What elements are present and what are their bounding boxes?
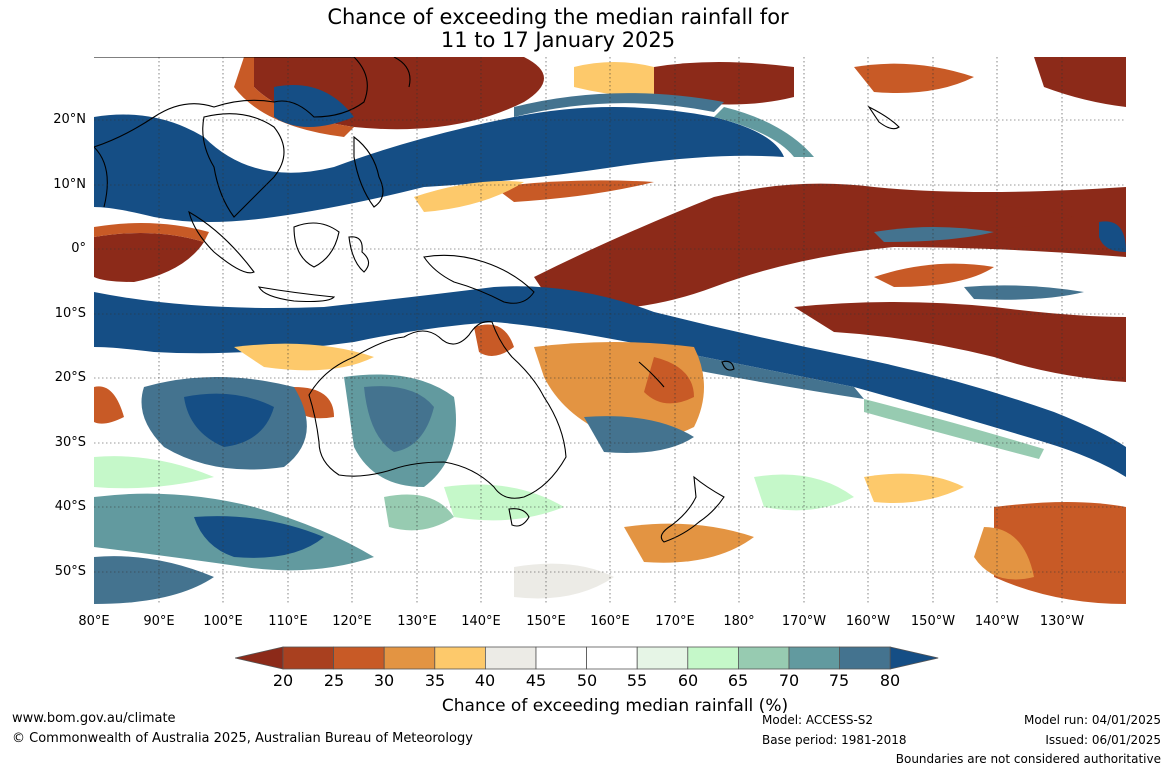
footer-model-run: Model run: 04/01/2025 xyxy=(1023,713,1161,727)
footer-base-period: Base period: 1981-2018 xyxy=(762,733,907,747)
lat-label-20n: 20°N xyxy=(53,112,86,127)
tasmania-outline xyxy=(508,508,530,527)
footer-copyright: © Commonwealth of Australia 2025, Austra… xyxy=(12,731,473,746)
wet-band-north xyxy=(94,107,784,222)
rainfall-map xyxy=(94,57,1126,604)
colorbar-cell xyxy=(788,646,840,670)
borneo-outline xyxy=(293,222,340,268)
new-zealand-outline xyxy=(660,475,725,543)
colorbar-cell xyxy=(737,646,790,670)
colorbar-tick-25: 25 xyxy=(323,671,345,690)
colorbar-cell xyxy=(839,646,891,670)
new-guinea-outline xyxy=(423,254,535,304)
colorbar-cell xyxy=(333,646,385,670)
asia-coast-outline xyxy=(94,57,368,148)
colorbar-tick-65: 65 xyxy=(727,671,749,690)
colorbar-tick-45: 45 xyxy=(525,671,547,690)
lon-label-90e: 90°E xyxy=(143,614,175,629)
hawaii-outline xyxy=(867,105,900,130)
lon-label-100e: 100°E xyxy=(203,614,243,629)
colorbar-cell xyxy=(535,646,587,670)
colorbar-cell xyxy=(282,646,334,670)
colorbar-label: Chance of exceeding median rainfall (%) xyxy=(441,696,789,716)
lon-label-180: 180° xyxy=(723,614,755,629)
colorbar-tick-20: 20 xyxy=(272,671,294,690)
lat-label-50s: 50°S xyxy=(54,564,86,579)
lat-label-30s: 30°S xyxy=(54,435,86,450)
lat-label-10n: 10°N xyxy=(53,177,86,192)
java-outline xyxy=(258,286,336,303)
indochina-outline xyxy=(202,113,285,218)
sumatra-outline xyxy=(188,210,255,274)
lon-label-160w: 160°W xyxy=(845,614,891,629)
lon-label-150w: 150°W xyxy=(910,614,956,629)
philippines-outline xyxy=(353,135,384,208)
colorbar xyxy=(235,646,939,670)
new-caledonia-outline xyxy=(638,361,665,388)
lon-label-170e: 170°E xyxy=(655,614,695,629)
lat-label-0: 0° xyxy=(71,241,86,256)
australia-outline xyxy=(308,320,567,499)
colorbar-tick-55: 55 xyxy=(626,671,648,690)
map-title-line2: 11 to 17 January 2025 xyxy=(440,28,676,52)
colorbar-cell xyxy=(586,646,638,670)
lon-label-140w: 140°W xyxy=(974,614,1020,629)
colorbar-extend-high xyxy=(889,646,939,670)
colorbar-extend-low xyxy=(235,646,284,670)
lon-label-130e: 130°E xyxy=(397,614,437,629)
fiji-outline xyxy=(721,360,735,371)
colorbar-tick-50: 50 xyxy=(576,671,598,690)
colorbar-cell xyxy=(687,646,739,670)
lon-label-120e: 120°E xyxy=(332,614,372,629)
lat-label-40s: 40°S xyxy=(54,499,86,514)
colorbar-tick-80: 80 xyxy=(879,671,901,690)
colorbar-cell xyxy=(434,646,486,670)
lon-label-150e: 150°E xyxy=(526,614,566,629)
colorbar-cell xyxy=(484,646,537,670)
footer-disclaimer: Boundaries are not considered authoritat… xyxy=(895,752,1161,766)
colorbar-cell xyxy=(636,646,689,670)
map-title-line1: Chance of exceeding the median rainfall … xyxy=(327,5,789,29)
footer-url: www.bom.gov.au/climate xyxy=(12,711,176,726)
lat-label-20s: 20°S xyxy=(54,370,86,385)
india-outline xyxy=(94,146,108,208)
lon-label-130w: 130°W xyxy=(1039,614,1085,629)
lon-label-110e: 110°E xyxy=(268,614,308,629)
colorbar-tick-70: 70 xyxy=(778,671,800,690)
footer-issued: Issued: 06/01/2025 xyxy=(1045,733,1161,747)
colorbar-tick-30: 30 xyxy=(373,671,395,690)
lon-label-80e: 80°E xyxy=(78,614,110,629)
lat-label-10s: 10°S xyxy=(54,306,86,321)
colorbar-cell xyxy=(383,646,436,670)
footer-model: Model: ACCESS-S2 xyxy=(762,713,874,727)
lon-label-140e: 140°E xyxy=(461,614,501,629)
japan-outline xyxy=(393,57,411,88)
colorbar-tick-35: 35 xyxy=(424,671,446,690)
lon-label-170w: 170°W xyxy=(781,614,827,629)
sulawesi-outline xyxy=(348,236,370,273)
lon-label-160e: 160°E xyxy=(590,614,630,629)
colorbar-tick-40: 40 xyxy=(474,671,496,690)
colorbar-tick-75: 75 xyxy=(828,671,850,690)
colorbar-tick-60: 60 xyxy=(677,671,699,690)
